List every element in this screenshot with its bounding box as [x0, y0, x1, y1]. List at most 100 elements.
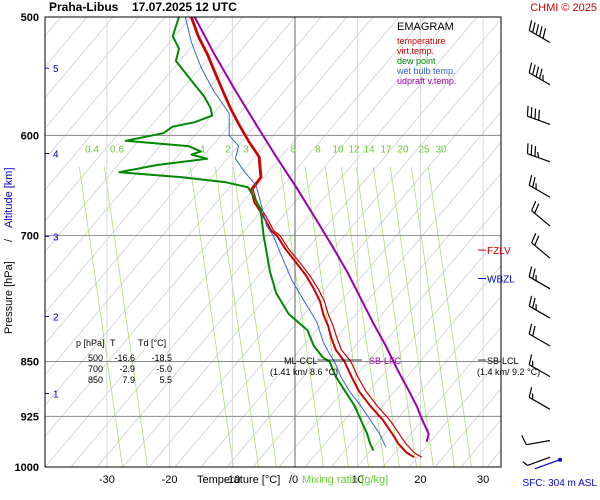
mixing-ratio-label: 17 — [380, 144, 392, 155]
dry-adiabat — [45, 17, 426, 467]
pressure-tick-label: 600 — [21, 130, 39, 142]
wind-barb — [522, 456, 551, 466]
level-fzlv: FZLV — [487, 246, 511, 257]
dry-adiabat — [45, 17, 348, 376]
temperature-tick-label: 20 — [414, 474, 426, 486]
dry-adiabat — [45, 17, 400, 437]
mixing-ratio-label: 14 — [363, 144, 375, 155]
mixing-ratio-label: 12 — [348, 144, 360, 155]
mixing-ratio-label: 6 — [290, 144, 296, 155]
copyright: CHMI © 2025 — [530, 2, 597, 14]
surface-wind-barb — [534, 459, 561, 470]
mixing-ratio-label: 1 — [200, 144, 206, 155]
dry-adiabat — [96, 17, 478, 467]
mixing-ratio-label: 8 — [315, 144, 321, 155]
dry-adiabat — [226, 141, 501, 467]
surface-label: SFC: 304 m ASL — [523, 478, 598, 489]
temperature-tick-label: 30 — [477, 474, 489, 486]
mixing-ratio-label: 10 — [332, 144, 344, 155]
pressure-tick-label: 925 — [21, 411, 39, 423]
pressure-tick-label: 1000 — [15, 462, 39, 474]
mixing-ratio-line — [355, 166, 400, 467]
level-wbzl: WBZL — [487, 274, 515, 285]
dry-adiabat — [45, 17, 270, 283]
dry-adiabat — [200, 111, 501, 467]
table-cell: 7.9 — [122, 375, 135, 385]
dry-adiabat — [45, 17, 140, 129]
wind-barb — [528, 323, 551, 347]
wind-barb — [521, 435, 551, 446]
mixing-ratio-line — [232, 166, 277, 467]
dry-adiabat — [252, 172, 501, 467]
ml-ccl-label: ML-CCL — [284, 356, 318, 366]
pressure-tick-label: 700 — [21, 230, 39, 242]
wind-barb — [526, 143, 551, 163]
pressure-tick-label: 500 — [21, 12, 39, 24]
x-axis-title: Temperature [°C] / Mixing ratio [g/kg] — [197, 474, 388, 486]
y-axis-title: Pressure [hPa] / Altitude [km] — [3, 167, 15, 334]
altitude-tick-label: 1 — [53, 390, 59, 401]
mixing-ratio-label: 2 — [225, 144, 231, 155]
y-axis-label-pressure: Pressure [hPa] — [3, 261, 15, 334]
wind-barb — [528, 295, 551, 319]
altitude-tick-label: 4 — [53, 150, 59, 161]
legend-item: wet bulb temp. — [396, 66, 456, 76]
series-temperature — [189, 17, 415, 459]
dry-adiabat — [70, 17, 452, 467]
station-name: Praha-Libus — [49, 0, 119, 14]
altitude-tick-label: 2 — [53, 312, 59, 323]
legend-item: virt.temp. — [397, 46, 434, 56]
wind-barb — [528, 20, 551, 43]
temperature-tick-label: 10 — [352, 474, 364, 486]
dry-adiabat — [122, 18, 501, 467]
table-header: Td [°C] — [138, 338, 166, 348]
dry-adiabat — [304, 234, 501, 467]
wind-barb — [526, 105, 551, 126]
ml-ccl-value: (1.41 km/ 8.6 °C) — [270, 367, 338, 377]
table-cell: -16.6 — [114, 353, 135, 363]
dry-adiabat — [382, 326, 501, 467]
table-cell: 5.5 — [159, 375, 172, 385]
dry-adiabat — [45, 17, 192, 191]
table-cell: 850 — [88, 375, 103, 385]
wind-barb — [528, 266, 551, 290]
table-cell: 700 — [88, 364, 103, 374]
dry-adiabat — [148, 49, 501, 467]
table-header: T — [110, 338, 116, 348]
wind-barb — [531, 232, 551, 259]
series-dew-point — [118, 17, 375, 452]
series-wet-bulb-temp — [184, 17, 387, 448]
mixing-ratio-line — [304, 166, 349, 467]
sb-lfc-label: SB-LFC — [369, 356, 402, 366]
mixing-ratio-line — [427, 166, 472, 467]
series-layer — [118, 17, 430, 459]
temperature-tick-label: -30 — [99, 474, 115, 486]
dry-adiabat — [45, 17, 296, 314]
dry-adiabat — [460, 419, 501, 467]
mixing-ratio-label: 25 — [418, 144, 430, 155]
legend-item: temperature — [397, 36, 446, 46]
temperature-tick-label: -20 — [162, 474, 178, 486]
plot-frame — [44, 16, 502, 468]
dry-adiabat — [513, 17, 600, 467]
mixing-ratio-line — [103, 166, 148, 467]
altitude-tick-label: 5 — [53, 64, 59, 75]
wind-barb — [531, 200, 551, 227]
grid-layer — [45, 17, 600, 467]
wind-barbs — [521, 20, 562, 470]
mixing-ratio-line — [410, 166, 455, 467]
dry-adiabat — [356, 295, 501, 467]
mixing-ratio-line — [214, 166, 259, 467]
dry-adiabat — [45, 17, 114, 99]
mixing-ratio-line — [189, 166, 234, 467]
sb-lcl-label: SB-LCL — [487, 356, 519, 366]
dry-adiabat — [408, 357, 501, 467]
wind-barb — [528, 387, 551, 410]
temperature-tick-label: -10 — [224, 474, 240, 486]
table-header: p [hPa] — [76, 338, 105, 348]
legend-item: udpraft v.temp. — [397, 76, 456, 86]
y-axis-label-separator: / — [3, 238, 15, 242]
